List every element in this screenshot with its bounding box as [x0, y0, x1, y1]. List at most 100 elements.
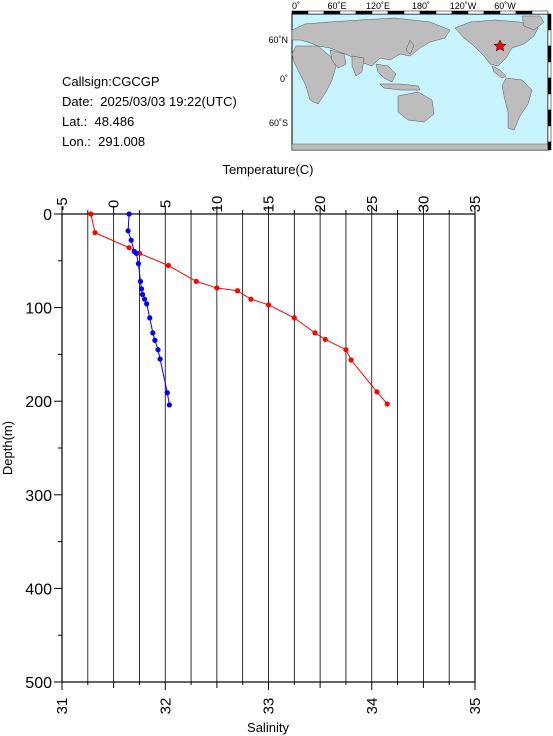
- salinity-point: [142, 296, 148, 302]
- depth-tick-label: 200: [25, 394, 52, 411]
- salinity-point: [157, 356, 163, 362]
- salinity-point: [133, 250, 139, 256]
- map-lat-label: 0˚: [280, 74, 288, 84]
- date-text: Date: 2025/03/03 19:22(UTC): [62, 94, 237, 109]
- temperature-tick-label: 30: [415, 196, 432, 213]
- plot-frame: [61, 213, 476, 683]
- salinity-point: [138, 286, 145, 292]
- station-info: Callsign:CGCGP Date: 2025/03/03 19:22(UT…: [62, 72, 237, 152]
- depth-axis: 0 100 200 300 400 500: [25, 207, 62, 692]
- map-frame-segment: [515, 10, 533, 15]
- map-frame-segment: [435, 10, 453, 15]
- salinity-tick-label: 31: [54, 698, 71, 715]
- map-frame-segment: [547, 45, 552, 63]
- land-japan: [405, 39, 415, 55]
- land-arabia: [329, 49, 347, 69]
- salinity-point: [164, 390, 170, 396]
- land-north-america: [454, 19, 539, 67]
- land-australia: [397, 91, 435, 123]
- map-frame-segment: [499, 10, 517, 15]
- map-frame-segment: [467, 10, 485, 15]
- land-eurasia: [291, 17, 451, 67]
- depth-tick-label: 300: [25, 488, 52, 505]
- chart-grid: [87, 214, 450, 682]
- map-frame-segment: [307, 10, 325, 15]
- data-series: [88, 211, 390, 408]
- salinity-point: [150, 330, 156, 336]
- temperature-point: [348, 357, 354, 363]
- map-lon-label: 180˚: [412, 1, 430, 11]
- salinity-axis: 31 32 33 34 35: [54, 682, 484, 714]
- land-greenland: [521, 15, 545, 31]
- temperature-point: [136, 250, 143, 256]
- temperature-point: [88, 211, 94, 217]
- map-frame-segment: [323, 10, 341, 15]
- map-frame-segment: [547, 93, 552, 111]
- temperature-tick-label: 15: [261, 196, 278, 213]
- temperature-point: [92, 230, 98, 236]
- temperature-point: [322, 336, 328, 343]
- world-map: 0˚ 60˚E 120˚E 180˚ 120˚W 60˚W 60˚N 0˚ 60˚S: [268, 1, 552, 151]
- map-lat-label: 60˚N: [268, 35, 288, 45]
- map-frame-segment: [547, 77, 552, 95]
- map-frame-segment: [531, 10, 549, 15]
- latitude-text: Lat.: 48.486: [62, 114, 135, 129]
- land-africa: [291, 45, 337, 105]
- temperature-tick-label: 10: [209, 196, 226, 213]
- temperature-point: [312, 330, 318, 336]
- map-frame: [291, 10, 552, 151]
- land-india: [351, 55, 365, 77]
- temperature-point: [234, 288, 241, 294]
- temperature-line: [90, 213, 388, 405]
- temperature-axis-title: Temperature(C): [222, 162, 313, 177]
- temperature-tick-label: 0: [106, 200, 123, 208]
- land-seasia: [375, 63, 397, 83]
- salinity-point: [137, 278, 144, 284]
- temperature-tick-label: 20: [312, 196, 329, 213]
- salinity-point: [131, 248, 137, 255]
- map-lat-label: 60˚S: [269, 118, 288, 128]
- map-frame-segment: [547, 125, 552, 143]
- map-frame-segment: [355, 10, 373, 15]
- map-frame-segment: [403, 10, 421, 15]
- callsign-text: Callsign:CGCGP: [62, 74, 160, 89]
- longitude-text: Lon.: 291.008: [62, 134, 146, 149]
- temperature-point: [265, 302, 272, 308]
- salinity-point: [135, 261, 142, 267]
- map-frame-segment: [483, 10, 501, 15]
- temperature-point: [214, 285, 220, 291]
- depth-axis-title: Depth(m): [0, 421, 15, 475]
- map-lon-labels: 0˚ 60˚E 120˚E 180˚ 120˚W 60˚W: [292, 1, 516, 11]
- map-lon-label: 60˚E: [327, 1, 346, 11]
- temperature-point: [193, 278, 199, 284]
- land-central-america: [491, 65, 507, 79]
- map-frame-segment: [339, 10, 357, 15]
- depth-tick-label: 100: [25, 301, 52, 318]
- map-frame-segment: [547, 109, 552, 127]
- depth-tick-label: 400: [25, 581, 52, 598]
- temperature-point: [384, 401, 390, 407]
- temperature-tick-label: 35: [467, 196, 484, 213]
- salinity-tick-label: 33: [261, 698, 278, 715]
- map-frame-segment: [547, 141, 552, 151]
- map-frame-segment: [419, 10, 437, 15]
- temperature-point: [248, 296, 254, 302]
- salinity-point: [128, 237, 134, 243]
- map-frame-segment: [547, 61, 552, 79]
- salinity-point: [139, 291, 146, 298]
- salinity-tick-label: 35: [467, 698, 484, 715]
- land-south-america: [501, 77, 533, 131]
- salinity-tick-label: 32: [157, 698, 174, 715]
- salinity-point: [166, 402, 172, 408]
- salinity-point: [147, 315, 153, 321]
- salinity-point: [125, 228, 131, 234]
- salinity-point: [155, 347, 161, 353]
- salinity-point: [144, 301, 150, 307]
- salinity-axis-title: Salinity: [247, 720, 289, 735]
- temperature-tick-label: 5: [157, 200, 174, 208]
- salinity-tick-label: 34: [364, 698, 381, 715]
- map-lon-label: 60˚W: [494, 1, 516, 11]
- temperature-point: [165, 262, 171, 269]
- land-antarctica: [291, 143, 549, 151]
- temperature-point: [291, 315, 297, 321]
